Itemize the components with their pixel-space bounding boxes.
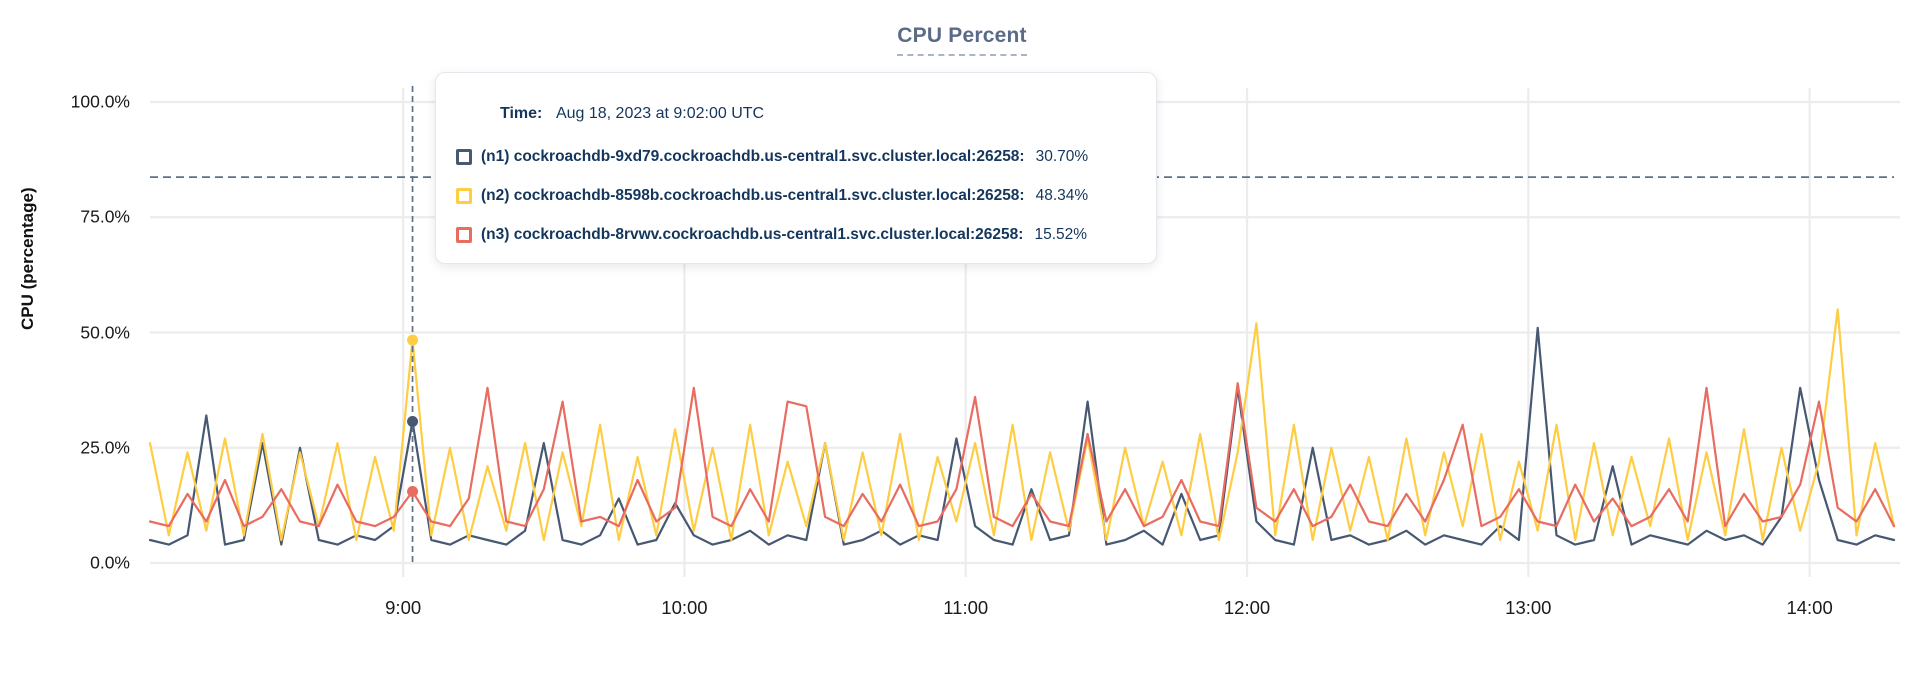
chart-title-text[interactable]: CPU Percent xyxy=(897,24,1027,56)
y-tick-label: 25.0% xyxy=(80,437,130,458)
y-tick-label: 100.0% xyxy=(70,91,130,112)
tooltip-series-row-n3: (n3) cockroachdb-8rvwv.cockroachdb.us-ce… xyxy=(456,215,1132,254)
hover-dot-n1 xyxy=(407,415,419,427)
x-tick-label: 9:00 xyxy=(385,597,422,618)
tooltip-series-label-n2: (n2) cockroachdb-8598b.cockroachdb.us-ce… xyxy=(481,186,1025,204)
x-tick-label: 12:00 xyxy=(1223,597,1271,618)
hover-dot-n2 xyxy=(407,334,419,346)
series-line-n3 xyxy=(148,382,1896,528)
x-tick-label: 13:00 xyxy=(1505,597,1552,618)
legend-square-n3-icon xyxy=(456,226,472,243)
x-tick-label: 14:00 xyxy=(1786,597,1833,618)
y-tick-label: 0.0% xyxy=(90,552,130,573)
y-tick-label: 50.0% xyxy=(80,322,130,342)
tooltip-series-value-n3: 15.52% xyxy=(1034,225,1088,243)
x-tick-label: 10:00 xyxy=(661,597,708,618)
legend-square-n2-icon xyxy=(456,187,472,204)
tooltip-series-row-n1: (n1) cockroachdb-9xd79.cockroachdb.us-ce… xyxy=(456,137,1132,176)
tooltip-series-row-n2: (n2) cockroachdb-8598b.cockroachdb.us-ce… xyxy=(456,176,1132,215)
tooltip-time-value: Aug 18, 2023 at 9:02:00 UTC xyxy=(555,105,765,122)
x-tick-label: 11:00 xyxy=(943,597,989,618)
tooltip-time-label: Time: xyxy=(500,105,543,122)
legend-square-n1-icon xyxy=(456,148,472,165)
tooltip-time-row: Time: Aug 18, 2023 at 9:02:00 UTC xyxy=(500,105,1132,123)
hover-dot-n3 xyxy=(407,485,419,497)
hover-tooltip: Time: Aug 18, 2023 at 9:02:00 UTC (n1) c… xyxy=(435,72,1157,264)
series-line-n2 xyxy=(148,308,1896,542)
tooltip-series-label-n1: (n1) cockroachdb-9xd79.cockroachdb.us-ce… xyxy=(481,147,1025,165)
tooltip-series-label-n3: (n3) cockroachdb-8rvwv.cockroachdb.us-ce… xyxy=(481,225,1024,243)
y-tick-label: 75.0% xyxy=(80,206,130,227)
tooltip-series-value-n1: 30.70% xyxy=(1035,147,1089,165)
chart-title: CPU Percent xyxy=(0,24,1924,56)
series-line-n1 xyxy=(148,326,1896,546)
tooltip-series-value-n2: 48.34% xyxy=(1035,186,1089,204)
